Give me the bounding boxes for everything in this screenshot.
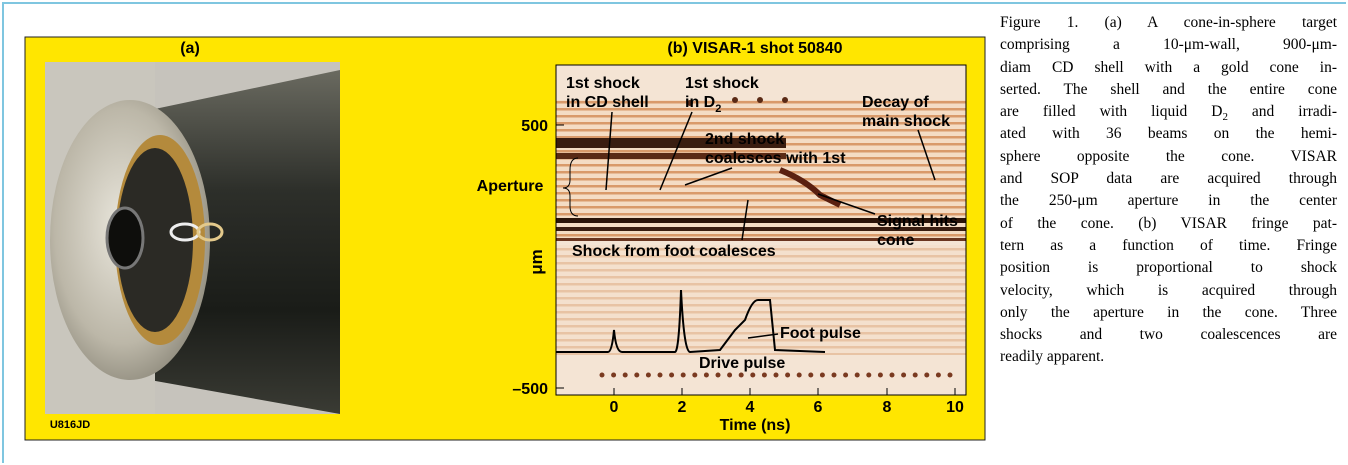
caption-text: position is proportional to shock — [1000, 259, 1337, 277]
caption-text: and irradi- — [1227, 103, 1337, 121]
figure-code: U816JD — [50, 419, 90, 431]
caption-line: diam CD shell with a gold cone in- — [1000, 57, 1337, 79]
caption-text: shocks and two coalescences are — [1000, 326, 1337, 344]
annotation: Decay of — [862, 94, 929, 111]
x-tick-label: 2 — [678, 399, 687, 416]
caption: Figure 1. (a) A cone-in-sphere target com… — [1000, 12, 1337, 369]
pulse-trace — [556, 289, 826, 354]
caption-line: and SOP data are acquired through — [1000, 168, 1337, 190]
y-axis-label: μm — [527, 249, 546, 275]
caption-line: readily apparent. — [1000, 346, 1337, 368]
caption-text: are filled with liquid D — [1000, 103, 1223, 121]
caption-text: diam CD shell with a gold cone in- — [1000, 58, 1337, 76]
caption-line: tern as a function of time. Fringe — [1000, 235, 1337, 257]
x-tick-label: 0 — [610, 399, 619, 416]
caption-line: the 250-μm aperture in the center — [1000, 190, 1337, 212]
annotation-text: in D — [685, 94, 715, 111]
caption-line: ated with 36 beams on the hemi- — [1000, 123, 1337, 145]
annotation: 1st shock — [566, 75, 640, 92]
caption-line: serted. The shell and the entire cone — [1000, 79, 1337, 101]
x-tick-label: 10 — [946, 399, 964, 416]
ticks — [556, 124, 956, 395]
annotation: in D2 — [685, 94, 721, 115]
x-tick-label: 6 — [814, 399, 823, 416]
caption-text: of the cone. (b) VISAR fringe pat- — [1000, 214, 1337, 232]
x-axis-label: Time (ns) — [720, 417, 791, 434]
photo — [45, 62, 340, 414]
caption-text: velocity, which is acquired through — [1000, 281, 1337, 299]
y-tick-label: 500 — [521, 118, 548, 135]
x-tick-label: 4 — [746, 399, 755, 416]
caption-line: Figure 1. (a) A cone-in-sphere target — [1000, 12, 1337, 34]
caption-text: readily apparent. — [1000, 348, 1105, 366]
caption-line: comprising a 10-μm-wall, 900-μm- — [1000, 34, 1337, 56]
caption-line: of the cone. (b) VISAR fringe pat- — [1000, 213, 1337, 235]
caption-text: sphere opposite the cone. VISAR — [1000, 147, 1337, 165]
annotation: in CD shell — [566, 94, 649, 111]
figure: (a) U816JD (b) VISAR-1 shot 50840 500 –5… — [24, 36, 986, 441]
annotation: cone — [877, 232, 914, 249]
caption-text: only the aperture in the cone. Three — [1000, 303, 1337, 321]
caption-line: sphere opposite the cone. VISAR — [1000, 146, 1337, 168]
subscript: 2 — [1222, 111, 1228, 124]
panel-title: (b) VISAR-1 shot 50840 — [667, 40, 842, 57]
caption-line: velocity, which is acquired through — [1000, 280, 1337, 302]
y-tick-label: –500 — [512, 381, 548, 398]
caption-text: the 250-μm aperture in the center — [1000, 192, 1337, 210]
caption-text: comprising a 10-μm-wall, 900-μm- — [1000, 36, 1337, 54]
aperture-label: Aperture — [477, 178, 544, 195]
annotation: Shock from foot coalesces — [572, 243, 776, 260]
annotation: Drive pulse — [699, 355, 785, 372]
caption-line: shocks and two coalescences are — [1000, 324, 1337, 346]
arrows — [605, 111, 936, 339]
subscript: 2 — [715, 103, 721, 115]
brace — [562, 157, 579, 217]
caption-text: ated with 36 beams on the hemi- — [1000, 125, 1337, 143]
annotation: Foot pulse — [780, 325, 861, 342]
annotation: coalesces with 1st — [705, 150, 846, 167]
caption-text: tern as a function of time. Fringe — [1000, 236, 1337, 254]
plot-frame — [555, 64, 967, 396]
x-tick-label: 8 — [883, 399, 892, 416]
caption-line: position is proportional to shock — [1000, 257, 1337, 279]
caption-line: only the aperture in the cone. Three — [1000, 302, 1337, 324]
annotation: Signal hits — [877, 213, 958, 230]
caption-line: are filled with liquid D2 and irradi- — [1000, 101, 1337, 123]
annotation: main shock — [862, 113, 950, 130]
caption-text: and SOP data are acquired through — [1000, 170, 1337, 188]
fringe-image — [556, 65, 966, 395]
caption-text: Figure 1. (a) A cone-in-sphere target — [1000, 14, 1337, 31]
annotation: 1st shock — [685, 75, 759, 92]
panel-label: (a) — [180, 40, 200, 57]
caption-text: serted. The shell and the entire cone — [1000, 80, 1337, 98]
annotation: 2nd shock — [705, 131, 784, 148]
